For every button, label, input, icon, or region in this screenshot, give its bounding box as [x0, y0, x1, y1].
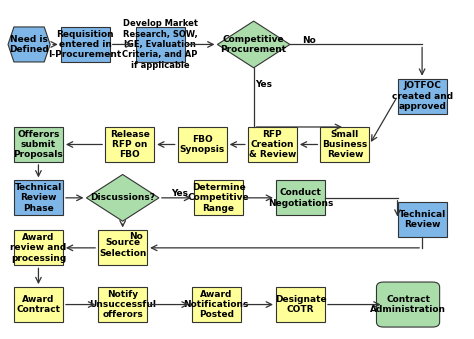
Polygon shape	[86, 175, 159, 221]
Text: Release
RFP on
FBO: Release RFP on FBO	[110, 129, 150, 159]
Text: Award
Notifications
Posted: Award Notifications Posted	[183, 290, 249, 319]
Text: Discussions?: Discussions?	[90, 193, 155, 202]
Text: Offerors
submit
Proposals: Offerors submit Proposals	[14, 129, 64, 159]
Text: Award
review and
processing: Award review and processing	[10, 233, 66, 263]
Text: Technical
Review: Technical Review	[399, 210, 446, 229]
FancyBboxPatch shape	[398, 202, 447, 237]
Text: Requisition
entered in
I-Procurement: Requisition entered in I-Procurement	[49, 29, 122, 59]
FancyBboxPatch shape	[320, 127, 369, 162]
FancyBboxPatch shape	[14, 180, 63, 215]
Text: Small
Business
Review: Small Business Review	[322, 129, 367, 159]
Text: Contract
Administration: Contract Administration	[370, 295, 446, 314]
FancyBboxPatch shape	[61, 27, 110, 62]
FancyBboxPatch shape	[14, 231, 63, 265]
FancyBboxPatch shape	[276, 180, 325, 215]
Text: Award
Contract: Award Contract	[17, 295, 61, 314]
Text: Yes: Yes	[255, 80, 273, 89]
Text: Source
Selection: Source Selection	[99, 238, 146, 258]
Text: Yes: Yes	[172, 189, 189, 198]
FancyBboxPatch shape	[14, 287, 63, 322]
FancyBboxPatch shape	[248, 127, 297, 162]
Polygon shape	[218, 21, 290, 68]
Text: Need is
Defined: Need is Defined	[9, 35, 49, 54]
FancyBboxPatch shape	[376, 282, 440, 327]
FancyBboxPatch shape	[178, 127, 227, 162]
FancyBboxPatch shape	[136, 27, 185, 62]
Text: JOTFOC
created and
approved: JOTFOC created and approved	[392, 81, 453, 111]
Text: Conduct
Negotiations: Conduct Negotiations	[268, 188, 333, 207]
FancyBboxPatch shape	[98, 231, 147, 265]
Text: Notify
Unsuccessful
offerors: Notify Unsuccessful offerors	[89, 290, 156, 319]
Text: Determine
Competitive
Range: Determine Competitive Range	[188, 183, 249, 213]
Text: FBO
Synopsis: FBO Synopsis	[180, 135, 225, 154]
FancyBboxPatch shape	[398, 79, 447, 114]
FancyBboxPatch shape	[98, 287, 147, 322]
Text: Competitive
Procurement: Competitive Procurement	[220, 35, 287, 54]
Text: Technical
Review
Phase: Technical Review Phase	[15, 183, 62, 213]
FancyBboxPatch shape	[191, 287, 241, 322]
Polygon shape	[8, 27, 50, 62]
FancyBboxPatch shape	[14, 127, 63, 162]
Text: RFP
Creation
& Review: RFP Creation & Review	[249, 129, 296, 159]
Text: Designate
COTR: Designate COTR	[274, 295, 326, 314]
FancyBboxPatch shape	[276, 287, 325, 322]
FancyBboxPatch shape	[105, 127, 154, 162]
FancyBboxPatch shape	[194, 180, 243, 215]
Text: No: No	[129, 232, 143, 241]
Text: No: No	[302, 36, 316, 45]
Text: Develop Market
Research, SOW,
IGE, Evaluation
Criteria, and AP
if applicable: Develop Market Research, SOW, IGE, Evalu…	[122, 19, 198, 70]
